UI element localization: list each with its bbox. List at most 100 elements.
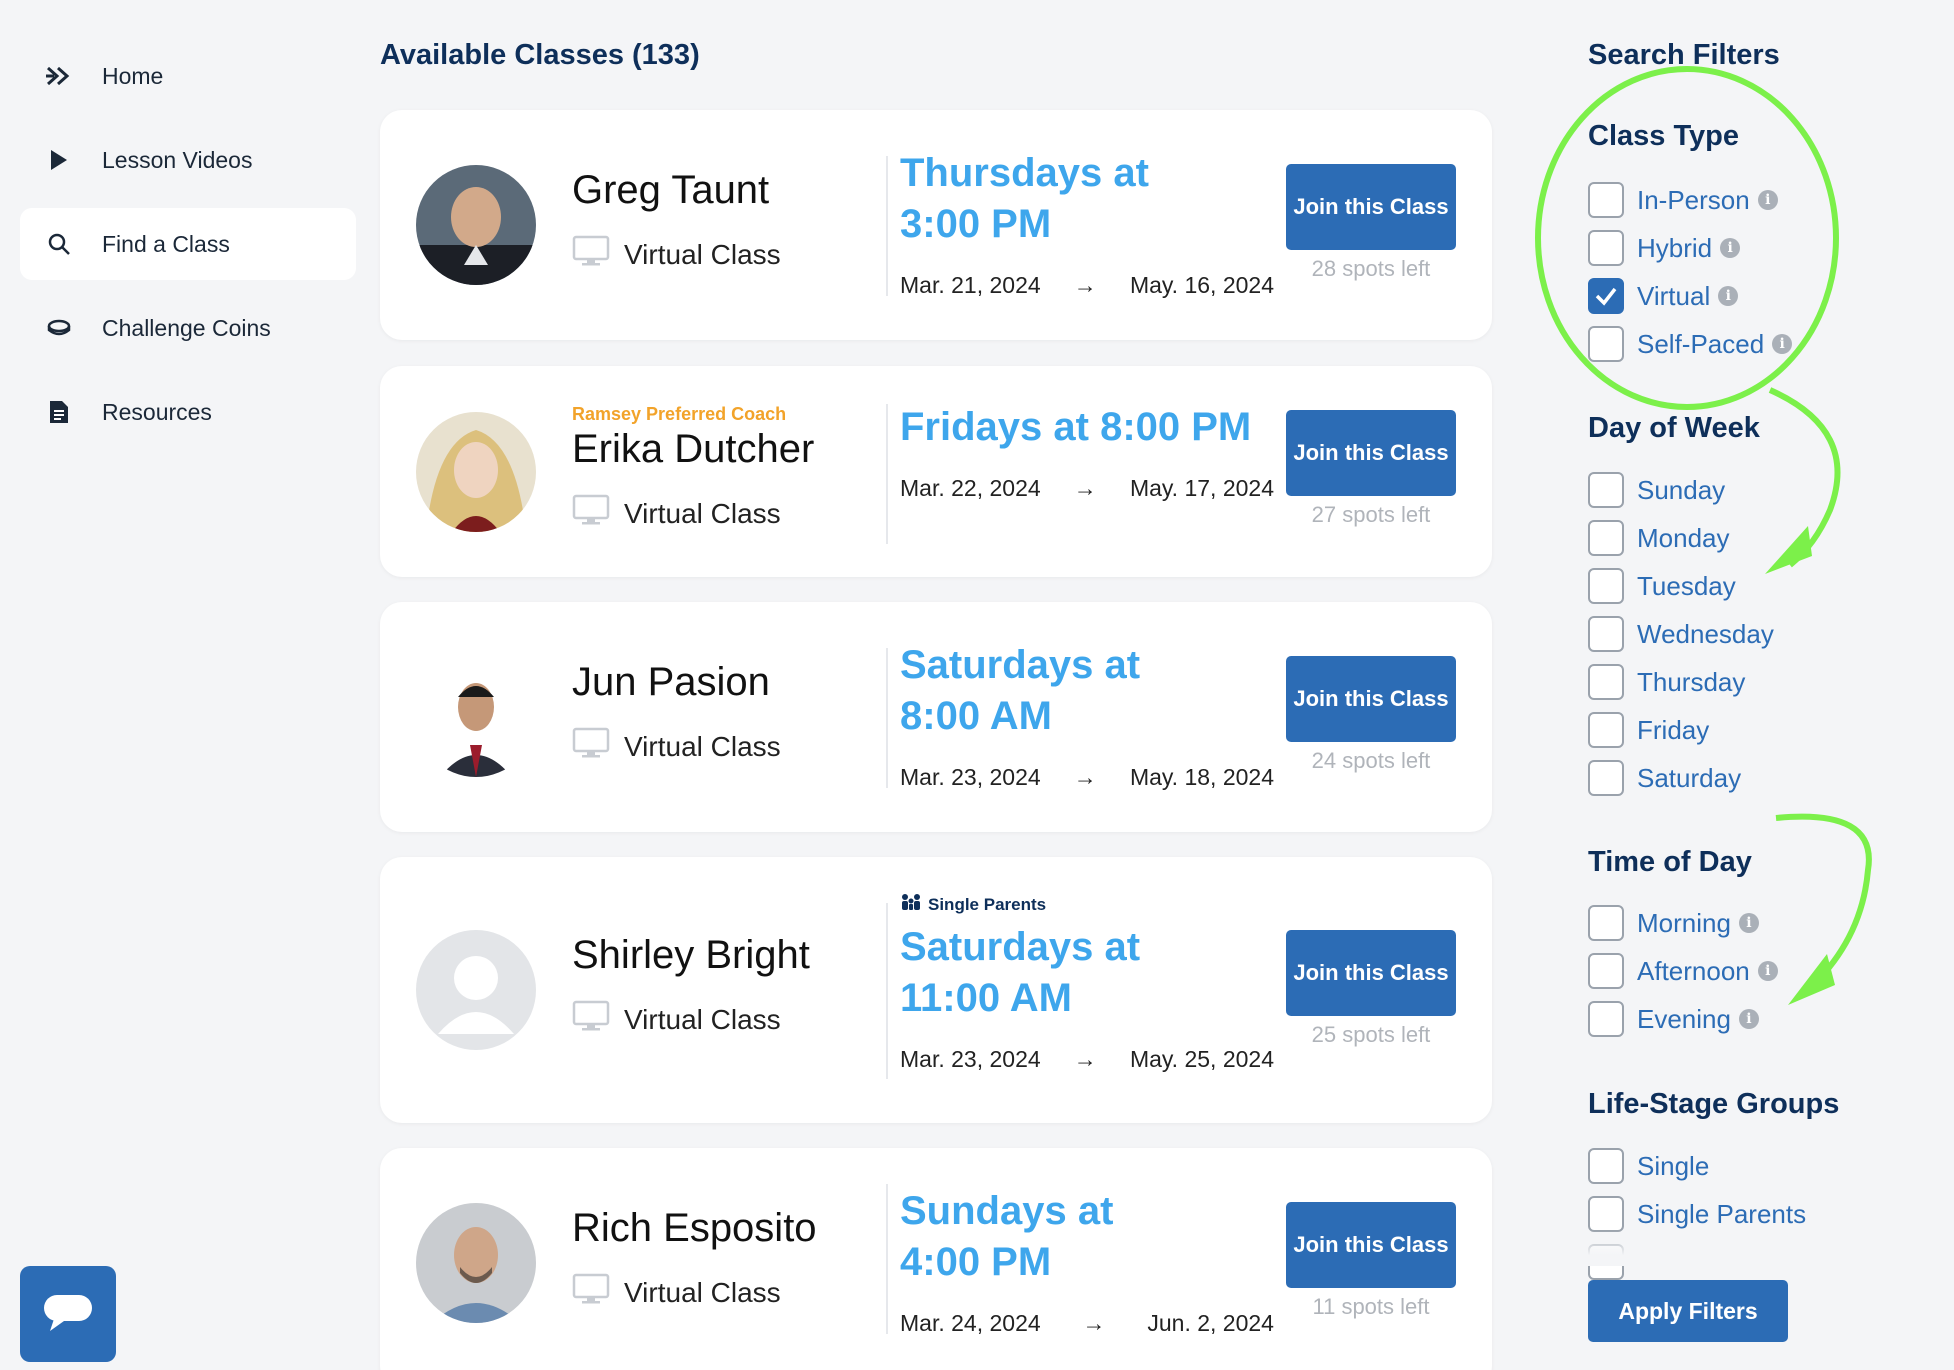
double-chevron-icon (44, 61, 74, 91)
filter-option-self-paced[interactable]: Self-Paced i (1588, 325, 1793, 363)
checkbox[interactable] (1588, 326, 1624, 362)
date-range: Mar. 21, 2024 → May. 16, 2024 (900, 272, 1274, 298)
coin-icon (44, 313, 74, 343)
checkbox-checked[interactable] (1588, 278, 1624, 314)
filter-option-in-person[interactable]: In-Person i (1588, 181, 1778, 219)
avatar (416, 1203, 536, 1323)
info-icon[interactable]: i (1738, 913, 1759, 933)
checkbox[interactable] (1588, 712, 1624, 748)
checkbox[interactable] (1588, 1196, 1624, 1232)
info-icon[interactable]: i (1757, 961, 1778, 981)
sidebar-item-label: Resources (102, 398, 212, 425)
filter-option-evening[interactable]: Evening i (1588, 1000, 1759, 1038)
info-icon[interactable]: i (1757, 190, 1778, 210)
arrow-right-icon: → (1073, 764, 1097, 790)
filter-option-monday[interactable]: Monday (1588, 519, 1730, 557)
schedule-time: Fridays at 8:00 PM (900, 405, 1252, 449)
info-icon[interactable]: i (1720, 238, 1741, 258)
join-class-button[interactable]: Join this Class (1286, 410, 1456, 496)
spots-left: 24 spots left (1311, 748, 1431, 773)
checkbox[interactable] (1588, 568, 1624, 604)
checkbox[interactable] (1588, 230, 1624, 266)
coach-name[interactable]: Rich Esposito (572, 1206, 817, 1250)
coach-name[interactable]: Erika Dutcher (572, 427, 815, 471)
page-title: Available Classes (133) (380, 39, 700, 71)
filter-option-sunday[interactable]: Sunday (1588, 471, 1725, 509)
join-class-button[interactable]: Join this Class (1286, 164, 1456, 250)
class-card: Shirley Bright Virtual Class Single Pare… (380, 857, 1492, 1123)
spots-left: 11 spots left (1312, 1294, 1430, 1319)
filter-heading-time-of-day: Time of Day (1588, 846, 1752, 878)
coach-name[interactable]: Shirley Bright (572, 933, 810, 977)
join-class-button[interactable]: Join this Class (1286, 930, 1456, 1016)
search-icon (44, 229, 74, 259)
class-card: Jun Pasion Virtual Class Saturdays at 8:0… (380, 602, 1492, 832)
filter-option-single-parents[interactable]: Single Parents (1588, 1195, 1806, 1233)
filter-option-friday[interactable]: Friday (1588, 711, 1709, 749)
filter-option-hybrid[interactable]: Hybrid i (1588, 229, 1741, 267)
sidebar-item-home[interactable]: Home (20, 40, 356, 112)
coach-name[interactable]: Greg Taunt (572, 168, 770, 212)
avatar (416, 165, 536, 285)
checkbox[interactable] (1588, 520, 1624, 556)
divider (886, 1184, 888, 1334)
chat-button[interactable] (20, 1266, 116, 1362)
class-type-label: Virtual Class (624, 1003, 781, 1035)
checkbox[interactable] (1588, 1001, 1624, 1037)
filter-option-afternoon[interactable]: Afternoon i (1588, 952, 1778, 990)
arrow-right-icon: → (1073, 272, 1097, 298)
schedule-time: Sundays at 4:00 PM (900, 1189, 1114, 1284)
checkbox[interactable] (1588, 1148, 1624, 1184)
info-icon[interactable]: i (1772, 334, 1793, 354)
class-card: Greg Taunt Virtual Class Thursdays at 3:0… (380, 110, 1492, 340)
sidebar-item-resources[interactable]: Resources (20, 376, 356, 448)
apply-filters-button[interactable]: Apply Filters (1588, 1280, 1788, 1342)
checkbox[interactable] (1588, 953, 1624, 989)
coach-name[interactable]: Jun Pasion (572, 660, 770, 704)
spots-left: 25 spots left (1311, 1022, 1431, 1047)
info-icon[interactable]: i (1738, 1009, 1759, 1029)
life-stage-badge: Single Parents (900, 893, 1280, 916)
info-icon[interactable]: i (1718, 286, 1739, 306)
filter-option-thursday[interactable]: Thursday (1588, 663, 1745, 701)
date-range: Mar. 22, 2024 → May. 17, 2024 (900, 475, 1274, 501)
join-class-button[interactable]: Join this Class (1286, 656, 1456, 742)
class-type-label: Virtual Class (624, 497, 781, 529)
date-range: Mar. 24, 2024 → Jun. 2, 2024 (900, 1310, 1274, 1336)
arrow-right-icon: → (1082, 1310, 1106, 1336)
class-type-label: Virtual Class (624, 238, 781, 270)
family-icon (900, 893, 928, 916)
filter-option-single[interactable]: Single (1588, 1147, 1709, 1185)
checkbox[interactable] (1588, 664, 1624, 700)
class-card: Rich Esposito Virtual Class Sundays at 4:… (380, 1148, 1492, 1370)
date-range: Mar. 23, 2024 → May. 18, 2024 (900, 764, 1274, 790)
document-icon (44, 397, 74, 427)
schedule-time: Saturdays at 8:00 AM (900, 643, 1141, 738)
checkbox[interactable] (1588, 472, 1624, 508)
class-type-label: Virtual Class (624, 730, 781, 762)
filter-option-wednesday[interactable]: Wednesday (1588, 615, 1774, 653)
join-class-button[interactable]: Join this Class (1286, 1202, 1456, 1288)
date-range: Mar. 23, 2024 → May. 25, 2024 (900, 1046, 1274, 1072)
divider (886, 903, 888, 1079)
play-icon (44, 145, 74, 175)
sidebar-item-lesson-videos[interactable]: Lesson Videos (20, 124, 356, 196)
filter-option-saturday[interactable]: Saturday (1588, 759, 1741, 797)
sidebar-item-find-a-class[interactable]: Find a Class (20, 208, 356, 280)
divider (886, 404, 888, 544)
filter-heading-class-type: Class Type (1588, 120, 1739, 152)
check-icon (1595, 287, 1617, 306)
checkbox[interactable] (1588, 905, 1624, 941)
checkbox[interactable] (1588, 760, 1624, 796)
filter-option-tuesday[interactable]: Tuesday (1588, 567, 1736, 605)
filter-heading-life-stage: Life-Stage Groups (1588, 1088, 1840, 1120)
sidebar-item-challenge-coins[interactable]: Challenge Coins (20, 292, 356, 364)
sidebar-item-label: Lesson Videos (102, 146, 253, 173)
schedule-time: Saturdays at 11:00 AM (900, 925, 1141, 1020)
filter-option-virtual[interactable]: Virtual i (1588, 277, 1739, 315)
checkbox[interactable] (1588, 616, 1624, 652)
checkbox[interactable] (1588, 182, 1624, 218)
arrow-right-icon: → (1073, 1046, 1097, 1072)
filters-title: Search Filters (1588, 39, 1780, 71)
filter-option-morning[interactable]: Morning i (1588, 904, 1759, 942)
